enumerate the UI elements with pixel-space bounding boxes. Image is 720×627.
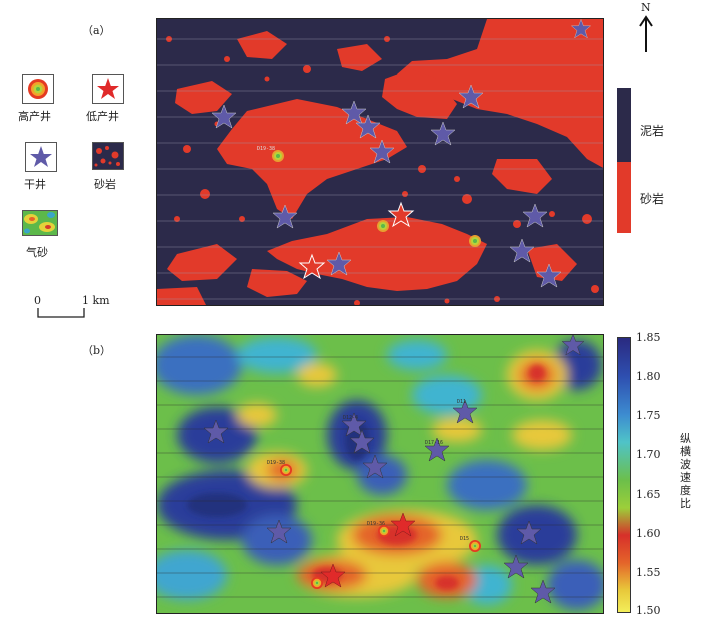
- panel-b-label: （b）: [82, 344, 112, 357]
- colorbar-tick: 1.60: [636, 527, 661, 540]
- dry-well-star: [341, 412, 367, 437]
- low-well-icon: [92, 74, 124, 104]
- dry-well-star: [272, 204, 298, 229]
- legend-sandstone-label: 砂岩: [94, 178, 116, 191]
- dry-well-star: [452, 399, 478, 424]
- dry-well-star: [570, 19, 592, 39]
- high-well-marker: [272, 150, 284, 162]
- colorbar-tick: 1.50: [636, 604, 661, 617]
- dry-well-star: [266, 519, 292, 544]
- dry-well-star: [516, 520, 542, 545]
- colorbar-tick: 1.70: [636, 448, 661, 461]
- well-label-b: D19-36: [367, 521, 385, 527]
- dry-well-star: [211, 104, 237, 129]
- sandstone-swatch: [92, 142, 124, 170]
- dry-well-star: [362, 454, 388, 479]
- colorbar-tick: 1.75: [636, 409, 661, 422]
- dry-well-star: [203, 419, 229, 444]
- gas-sand-swatch: [22, 210, 58, 236]
- high-well-marker: [280, 464, 292, 476]
- colorbar: [617, 337, 631, 613]
- scale-zero: 0: [34, 294, 41, 307]
- dry-well-star: [349, 429, 375, 454]
- dry-well-star: [509, 238, 535, 263]
- dry-well-star: [430, 121, 456, 146]
- dry-well-star: [341, 100, 367, 125]
- north-arrow-icon: [639, 15, 653, 52]
- dry-well-icon: [25, 142, 57, 172]
- colorbar-tick: 1.80: [636, 370, 661, 383]
- dry-well-star: [355, 114, 381, 139]
- high-well-icon: [22, 74, 54, 104]
- well-label-b: D19-38: [267, 460, 285, 466]
- colorbar-tick: 1.85: [636, 331, 661, 344]
- well-label-a: D19-38: [257, 146, 275, 152]
- high-well-marker: [311, 577, 323, 589]
- lithology-map: D19-38: [157, 19, 603, 305]
- well-label-b: D12-4: [343, 415, 358, 421]
- legend-dry-well-label: 干井: [24, 178, 46, 191]
- high-well-marker: [377, 220, 389, 232]
- colorbar-tick: 1.65: [636, 488, 661, 501]
- dry-well-star: [326, 251, 352, 276]
- dry-well-star: [458, 84, 484, 109]
- dry-well-star: [369, 139, 395, 164]
- dry-well-star: [536, 263, 562, 288]
- low-well-star: [298, 253, 326, 280]
- sandstone-key-label: 砂岩: [640, 192, 665, 206]
- high-well-marker: [469, 235, 481, 247]
- dry-well-star: [503, 554, 529, 579]
- low-well-star: [320, 563, 346, 588]
- sandstone-key-swatch: [617, 162, 631, 233]
- mudstone-key-label: 泥岩: [640, 124, 665, 138]
- panel-a-label: （a）: [82, 24, 111, 37]
- legend-low-well-label: 低产井: [86, 110, 119, 123]
- high-well-marker: [378, 525, 390, 537]
- dry-well-star: [424, 437, 450, 462]
- dry-well-star: [561, 335, 585, 356]
- scale-bar-line: [37, 308, 85, 318]
- well-label-b: D15: [460, 536, 469, 542]
- scale-one-km: 1 km: [82, 294, 110, 307]
- north-label: N: [641, 1, 651, 14]
- high-well-marker: [469, 540, 481, 552]
- lithology-map-panel: D19-38: [156, 18, 604, 306]
- well-label-b: D11: [457, 399, 466, 405]
- dry-well-star: [522, 203, 548, 228]
- legend-high-well-label: 高产井: [18, 110, 51, 123]
- mudstone-key-swatch: [617, 88, 631, 162]
- low-well-star: [390, 512, 416, 537]
- dry-well-star: [530, 579, 556, 604]
- low-well-star: [387, 201, 415, 228]
- legend-gas-sand-label: 气砂: [26, 246, 48, 259]
- vpvs-map-panel: D19-38 D12-4 D19-36 D15 D11 D17-16: [156, 334, 604, 614]
- well-label-b: D17-16: [425, 440, 443, 446]
- colorbar-tick: 1.55: [636, 566, 661, 579]
- colorbar-title: 纵横波速度比: [680, 432, 691, 510]
- vpvs-map: D19-38 D12-4 D19-36 D15 D11 D17-16: [157, 335, 603, 613]
